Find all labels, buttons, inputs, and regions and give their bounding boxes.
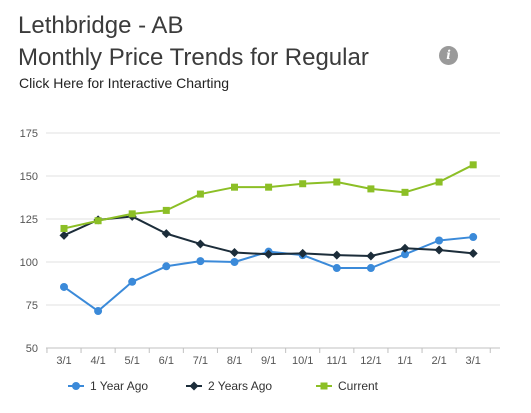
data-point-current [128,210,136,218]
data-point-2-years-ago [332,250,342,260]
data-point-1-year-ago [435,236,444,245]
legend: 1 Year Ago 2 Years Ago Current [68,379,379,393]
legend-marker-2-years-ago [189,381,199,391]
data-point-current [94,217,102,225]
data-point-current [367,185,375,193]
data-point-2-years-ago [366,251,376,261]
data-point-1-year-ago [128,277,137,286]
x-tick-label: 1/1 [397,355,412,367]
data-point-2-years-ago [264,249,274,259]
series-current [60,161,477,232]
data-point-1-year-ago [94,307,103,316]
data-point-2-years-ago [195,239,205,249]
x-tick-label: 3/1 [56,355,71,367]
data-point-1-year-ago [60,282,68,291]
data-point-1-year-ago [196,257,205,266]
data-point-2-years-ago [468,248,478,258]
y-tick-label: 50 [26,343,38,355]
legend-label-1-year-ago: 1 Year Ago [90,379,148,393]
data-point-1-year-ago [401,250,409,259]
data-point-2-years-ago [161,229,171,239]
x-tick-label: 5/1 [125,355,140,367]
x-tick-label: 11/1 [327,355,348,367]
data-point-2-years-ago [230,248,239,258]
x-tick-label: 3/1 [466,355,481,367]
legend-item-1-year-ago[interactable]: 1 Year Ago [68,379,148,393]
data-point-2-years-ago [400,243,410,253]
x-tick-label: 9/1 [261,355,276,367]
legend-marker-current [320,382,328,390]
data-point-1-year-ago [332,264,341,273]
data-point-current [265,183,273,191]
interactive-charting-link[interactable]: Click Here for Interactive Charting [19,75,230,91]
chart-title: Monthly Price Trends for Regular [18,44,369,71]
legend-item-current[interactable]: Current [316,379,379,393]
data-point-current [469,161,477,169]
x-tick-label: 12/1 [360,355,381,367]
series-1-year-ago [60,233,478,316]
x-tick-label: 8/1 [227,355,242,367]
data-point-1-year-ago [162,262,171,271]
data-point-current [60,224,68,232]
info-icon[interactable]: i [439,46,458,65]
y-tick-label: 125 [20,214,38,226]
x-tick-label: 6/1 [159,355,174,367]
data-point-1-year-ago [366,264,375,273]
x-tick-label: 7/1 [193,355,208,367]
data-point-current [299,180,307,188]
legend-item-2-years-ago[interactable]: 2 Years Ago [186,379,272,393]
data-point-2-years-ago [298,248,308,258]
grid-layer [46,132,500,306]
x-tick-label: 10/1 [292,355,313,367]
y-tick-label: 175 [20,128,38,140]
data-point-current [435,178,443,186]
data-point-2-years-ago [434,245,444,255]
y-tick-label: 100 [20,257,38,269]
data-point-1-year-ago [469,233,478,242]
x-tick-label: 2/1 [431,355,446,367]
legend-label-current: Current [338,379,379,393]
legend-label-2-years-ago: 2 Years Ago [208,379,272,393]
data-point-current [231,183,238,191]
data-point-current [401,188,409,196]
y-tick-label: 75 [26,300,38,312]
data-point-1-year-ago [230,258,239,266]
series-layer [59,161,478,316]
data-point-current [162,206,170,214]
data-point-current [196,190,204,198]
x-tick-label: 4/1 [90,355,105,367]
y-tick-label: 150 [20,171,38,183]
location-title: Lethbridge - AB [18,12,184,39]
legend-marker-1-year-ago [72,382,80,390]
axis-layer: 50 75 100 125 150 175 3/1 4/1 5/1 6/1 7/1 8/1 9/1 10/… [20,128,500,367]
data-point-2-years-ago [59,230,69,240]
data-point-current [333,178,341,186]
